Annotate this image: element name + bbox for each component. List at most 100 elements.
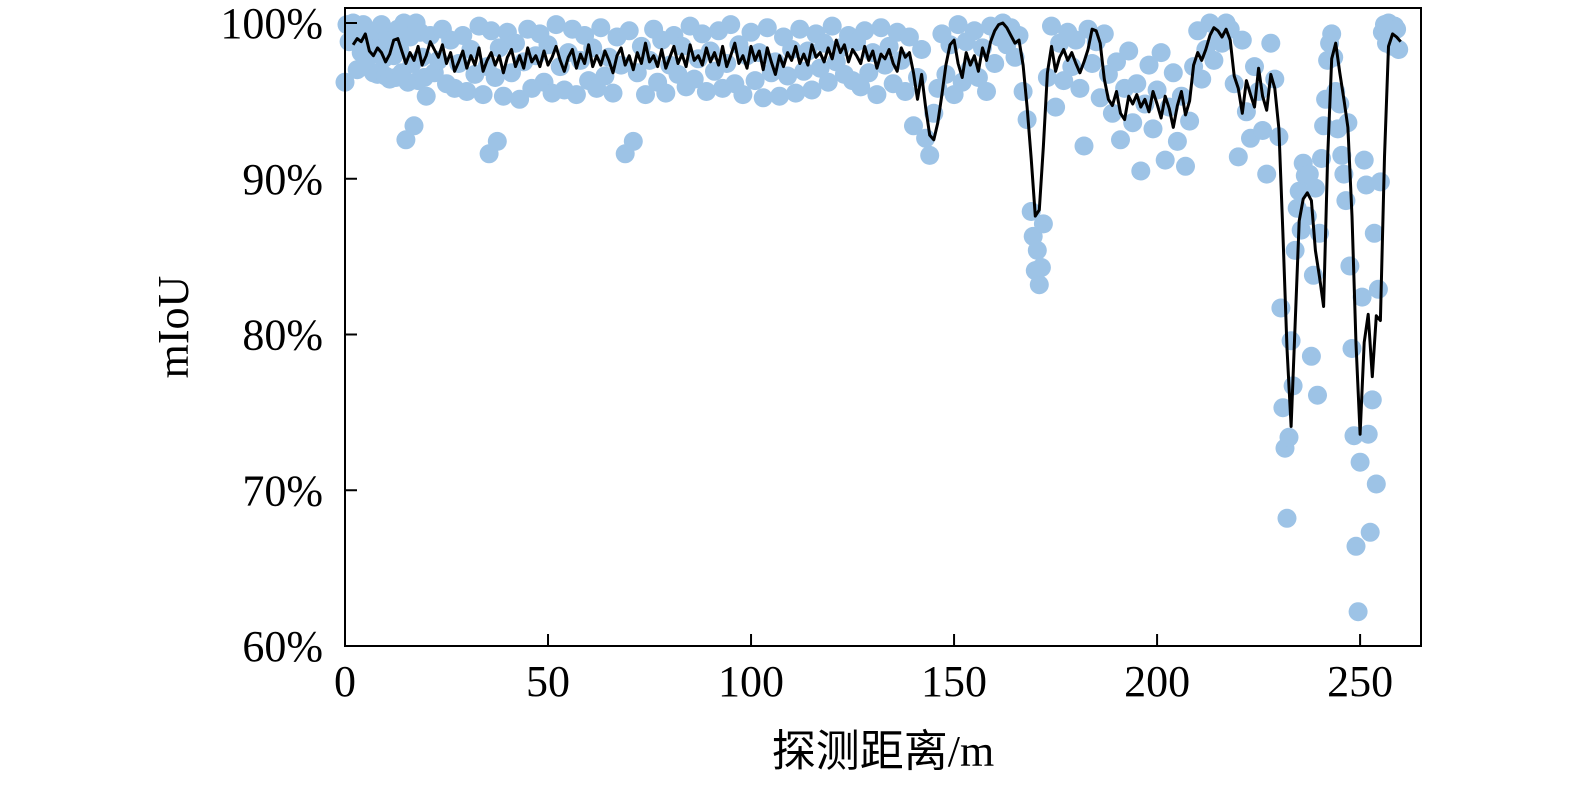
y-axis-ticks: 60% 70% 80% 90% 100% bbox=[220, 0, 357, 671]
scatter-point-215 bbox=[1107, 52, 1126, 72]
x-tick-label-0: 0 bbox=[334, 657, 356, 706]
scatter-point-72 bbox=[538, 35, 558, 55]
scatter-point-174 bbox=[952, 72, 972, 92]
scatter-point-229 bbox=[1163, 63, 1183, 83]
scatter-point-291 bbox=[1342, 339, 1362, 358]
scatter-point-125 bbox=[753, 88, 773, 108]
scatter-point-51 bbox=[461, 40, 481, 59]
scatter-point-105 bbox=[672, 36, 692, 56]
scatter-point-59 bbox=[487, 131, 507, 151]
x-tick-label-2: 100 bbox=[718, 657, 784, 706]
scatter-point-86 bbox=[595, 66, 615, 86]
scatter-point-197 bbox=[1033, 214, 1053, 234]
scatter-point-30 bbox=[396, 130, 416, 150]
x-axis-title: 探测距离/m bbox=[772, 727, 994, 776]
scatter-point-182 bbox=[985, 54, 1005, 73]
plot-area-frame bbox=[344, 7, 1422, 647]
scatter-point-162 bbox=[904, 116, 923, 136]
scatter-point-133 bbox=[786, 83, 806, 103]
scatter-point-123 bbox=[745, 71, 765, 91]
scatter-point-224 bbox=[1143, 119, 1163, 139]
scatter-point-200 bbox=[1046, 97, 1066, 117]
scatter-point-286 bbox=[1332, 145, 1352, 165]
scatter-point-295 bbox=[1350, 452, 1370, 472]
line-layer bbox=[351, 21, 1402, 436]
scatter-point-154 bbox=[871, 18, 891, 38]
scatter-point-209 bbox=[1082, 54, 1102, 73]
scatter-point-49 bbox=[453, 26, 473, 45]
scatter-point-303 bbox=[1366, 474, 1386, 494]
scatter-point-299 bbox=[1358, 424, 1378, 444]
scatter-point-218 bbox=[1119, 41, 1139, 61]
scatter-point-161 bbox=[899, 27, 919, 47]
scatter-point-271 bbox=[1301, 346, 1321, 366]
scatter-point-139 bbox=[810, 58, 830, 78]
scatter-point-243 bbox=[1220, 19, 1240, 39]
scatter-point-245 bbox=[1228, 147, 1248, 167]
y-tick-label-1: 70% bbox=[242, 466, 323, 515]
scatter-point-236 bbox=[1192, 69, 1212, 89]
scatter-point-149 bbox=[851, 77, 871, 97]
x-tick-label-5: 250 bbox=[1327, 657, 1393, 706]
y-tick-label-0: 60% bbox=[242, 622, 323, 671]
scatter-point-140 bbox=[814, 33, 834, 53]
scatter-point-206 bbox=[1070, 78, 1090, 98]
scatter-point-135 bbox=[794, 61, 814, 81]
scatter-point-207 bbox=[1074, 136, 1094, 156]
y-tick-label-3: 90% bbox=[242, 155, 323, 204]
scatter-point-61 bbox=[493, 86, 513, 106]
scatter-point-177 bbox=[964, 21, 984, 41]
scatter-point-233 bbox=[1180, 111, 1200, 131]
scatter-point-221 bbox=[1131, 161, 1151, 181]
scatter-point-166 bbox=[920, 145, 940, 165]
scatter-point-151 bbox=[859, 63, 879, 83]
scatter-point-58 bbox=[485, 68, 505, 87]
scatter-point-43 bbox=[428, 50, 448, 70]
scatter-point-34 bbox=[404, 116, 424, 136]
scatter-points-layer bbox=[335, 13, 1409, 622]
scatter-point-220 bbox=[1127, 74, 1147, 94]
scatter-point-223 bbox=[1139, 55, 1159, 75]
scatter-point-253 bbox=[1261, 33, 1281, 53]
scatter-point-257 bbox=[1273, 398, 1293, 418]
scatter-point-137 bbox=[802, 80, 822, 100]
scatter-point-314 bbox=[1389, 40, 1409, 59]
scatter-point-108 bbox=[684, 69, 704, 89]
scatter-point-96 bbox=[636, 85, 655, 105]
y-tick-label-4: 100% bbox=[220, 0, 323, 48]
scatter-point-263 bbox=[1285, 240, 1305, 260]
scatter-point-214 bbox=[1102, 103, 1122, 123]
scatter-point-92 bbox=[619, 21, 639, 41]
scatter-point-88 bbox=[603, 83, 623, 103]
scatter-point-239 bbox=[1204, 50, 1224, 70]
scatter-point-293 bbox=[1346, 536, 1366, 556]
scatter-point-129 bbox=[770, 86, 789, 106]
scatter-point-274 bbox=[1308, 385, 1327, 405]
scatter-point-196 bbox=[1031, 258, 1051, 277]
scatter-point-216 bbox=[1111, 130, 1130, 150]
scatter-point-249 bbox=[1245, 57, 1264, 77]
scatter-point-93 bbox=[623, 131, 643, 151]
scatter-point-227 bbox=[1155, 150, 1175, 170]
scatter-point-64 bbox=[506, 33, 525, 53]
scatter-point-241 bbox=[1212, 33, 1232, 53]
scatter-point-65 bbox=[510, 89, 530, 109]
scatter-point-281 bbox=[1322, 24, 1342, 44]
scatter-point-131 bbox=[778, 66, 798, 86]
scatter-point-101 bbox=[656, 83, 676, 103]
scatter-point-173 bbox=[948, 15, 968, 35]
scatter-point-134 bbox=[790, 19, 810, 39]
scatter-point-261 bbox=[1281, 331, 1301, 351]
scatter-point-180 bbox=[977, 82, 996, 101]
scatter-point-302 bbox=[1364, 223, 1384, 243]
scatter-point-252 bbox=[1257, 164, 1277, 184]
scatter-point-251 bbox=[1253, 121, 1273, 140]
scatter-point-226 bbox=[1151, 43, 1171, 63]
scatter-point-199 bbox=[1042, 16, 1061, 36]
scatter-point-110 bbox=[692, 24, 712, 44]
scatter-point-141 bbox=[818, 72, 838, 92]
scatter-point-74 bbox=[546, 15, 566, 35]
scatter-point-54 bbox=[473, 85, 493, 105]
scatter-point-304 bbox=[1368, 279, 1388, 299]
